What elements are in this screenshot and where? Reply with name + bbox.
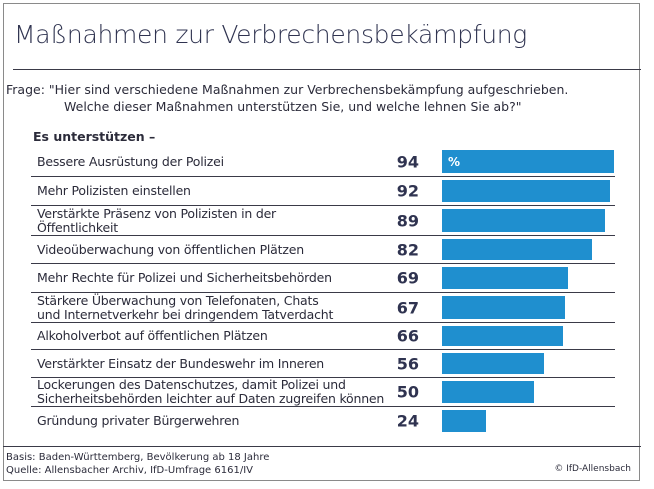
category-label-line: Gründung privater Bürgerwehren — [37, 413, 240, 428]
chart-frame — [3, 3, 640, 481]
category-label-line: Mehr Rechte für Polizei und Sicherheitsb… — [37, 270, 332, 285]
category-label-line: Mehr Polizisten einstellen — [37, 183, 191, 198]
bar — [442, 326, 563, 346]
bar — [442, 410, 486, 432]
category-label: Alkoholverbot auf öffentlichen Plätzen — [37, 329, 268, 343]
data-label: 66 — [396, 326, 419, 346]
bar-row: Lockerungen des Datenschutzes, damit Pol… — [31, 378, 615, 407]
data-label: 82 — [396, 240, 419, 259]
data-label: 24 — [396, 411, 419, 431]
survey-question: Frage: "Hier sind verschiedene Maßnahmen… — [6, 81, 568, 115]
footer-basis: Basis: Baden-Württemberg, Bevölkerung ab… — [6, 452, 270, 463]
title-divider — [13, 69, 641, 70]
data-label: 67 — [396, 298, 419, 317]
category-label-line: Lockerungen des Datenschutzes, damit Pol… — [37, 377, 346, 392]
bar-row: Verstärkter Einsatz der Bundeswehr im In… — [31, 350, 615, 378]
subheading: Es unterstützen – — [33, 129, 156, 144]
bar-row: Verstärkte Präsenz von Polizisten in der… — [31, 206, 615, 236]
data-label: 94 — [396, 152, 419, 171]
bar — [442, 180, 610, 202]
bar-row: Bessere Ausrüstung der Polizei 94% — [31, 147, 615, 177]
bar-row: Gründung privater Bürgerwehren 24 — [31, 407, 615, 435]
bar-row: Videoüberwachung von öffentlichen Plätze… — [31, 236, 615, 264]
bar-row: Stärkere Überwachung von Telefonaten, Ch… — [31, 293, 615, 323]
footer-divider — [3, 446, 641, 447]
category-label: Gründung privater Bürgerwehren — [37, 414, 239, 428]
category-label-line: Videoüberwachung von öffentlichen Plätze… — [37, 241, 304, 257]
category-label-line: Verstärkter Einsatz der Bundeswehr im In… — [37, 355, 325, 371]
data-label: 92 — [396, 181, 419, 201]
category-label-line: Sicherheitsbehörden leichter auf Daten z… — [37, 391, 385, 406]
copyright: © IfD-Allensbach — [554, 464, 631, 474]
bar — [442, 267, 568, 289]
bar-row: Mehr Rechte für Polizei und Sicherheitsb… — [31, 264, 615, 293]
category-label-line: Öffentlichkeit — [37, 219, 118, 235]
bar — [442, 209, 605, 232]
category-label: Bessere Ausrüstung der Polizei — [37, 153, 224, 169]
category-label-line: Alkoholverbot auf öffentlichen Plätzen — [37, 328, 268, 343]
category-label-line: und Internetverkehr bei dringendem Tatve… — [37, 306, 334, 322]
question-line-1: Frage: "Hier sind verschiedene Maßnahmen… — [6, 82, 569, 97]
data-label: 89 — [396, 211, 419, 230]
category-label: Lockerungen des Datenschutzes, damit Pol… — [37, 378, 384, 406]
footer-notes: Basis: Baden-Württemberg, Bevölkerung ab… — [6, 451, 269, 477]
data-label: 56 — [396, 354, 419, 373]
bar-row: Alkoholverbot auf öffentlichen Plätzen 66 — [31, 323, 615, 350]
chart-title: Maßnahmen zur Verbrechensbekämpfung — [14, 20, 527, 49]
bar — [442, 239, 592, 260]
bar: % — [442, 150, 614, 173]
category-label-line: Stärkere Überwachung von Telefonaten, Ch… — [37, 292, 319, 308]
bar-row: Mehr Polizisten einstellen 92 — [31, 177, 615, 206]
bar — [442, 353, 544, 374]
question-line-2: Welche dieser Maßnahmen unterstützen Sie… — [64, 99, 522, 114]
unit-label: % — [448, 154, 461, 169]
category-label: Verstärkte Präsenz von Polizisten in der… — [37, 205, 276, 235]
data-label: 69 — [396, 268, 419, 288]
bar — [442, 381, 534, 403]
category-label-line: Verstärkte Präsenz von Polizisten in der — [37, 205, 276, 221]
category-label: Stärkere Überwachung von Telefonaten, Ch… — [37, 292, 334, 322]
category-label: Videoüberwachung von öffentlichen Plätze… — [37, 241, 304, 257]
category-label-line: Bessere Ausrüstung der Polizei — [37, 153, 224, 169]
data-label: 50 — [396, 382, 419, 402]
category-label: Mehr Polizisten einstellen — [37, 184, 191, 198]
category-label: Verstärkter Einsatz der Bundeswehr im In… — [37, 355, 325, 371]
category-label: Mehr Rechte für Polizei und Sicherheitsb… — [37, 271, 332, 285]
bar — [442, 296, 565, 319]
footer-source: Quelle: Allensbacher Archiv, IfD-Umfrage… — [6, 465, 253, 476]
